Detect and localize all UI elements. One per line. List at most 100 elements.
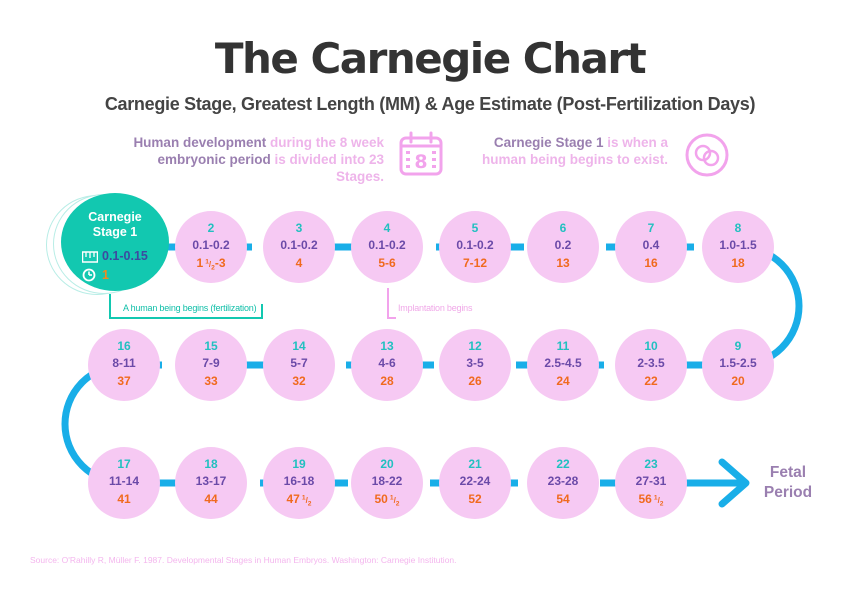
stage-age: 16 (615, 256, 687, 270)
stage-number: 4 (383, 221, 391, 235)
stage-22-circle: 22 23-28 54 (527, 447, 599, 519)
age-fraction-top: 1 (389, 494, 394, 502)
stage-number: 16 (117, 339, 131, 353)
stage-length: 8-11 (112, 356, 136, 370)
stage-length: 0.1-0.2 (192, 238, 230, 252)
stage-length: 22-24 (459, 474, 491, 488)
stage-age: 44 (175, 492, 247, 506)
stage-age-value: 7-12 (462, 256, 488, 270)
clock-icon (82, 268, 96, 287)
stage-21-circle: 21 22-24 52 (439, 447, 511, 519)
fetal-period-label: Fetal Period (760, 463, 816, 503)
stage-length: 5-7 (290, 356, 308, 370)
stage-length: 23-28 (547, 474, 579, 488)
stage-age-value: 18 (731, 256, 745, 270)
intro-right-light-2: human being begins to exist. (481, 152, 668, 167)
stage-number: 9 (734, 339, 742, 353)
stage-age: 7-12 (439, 256, 511, 270)
age-fraction-top: 1 (653, 494, 658, 502)
stage-age-value: 44 (204, 492, 218, 506)
intro-embryonic-period: Human development during the 8 week embr… (112, 134, 384, 185)
stage-number: 21 (468, 457, 482, 471)
stage-length: 11-14 (108, 474, 140, 488)
stage-age-value: 37 (117, 374, 131, 388)
stage-length: 0.4 (642, 238, 660, 252)
stage-length: 3-5 (466, 356, 484, 370)
stage-10-circle: 10 2-3.5 22 (615, 329, 687, 401)
intro-left-strong-2: embryonic period (157, 152, 271, 167)
stage-8-circle: 8 1.0-1.5 18 (702, 211, 774, 283)
stage-age: 52 (439, 492, 511, 506)
stage-length: 2.5-4.5 (544, 356, 582, 370)
stage-age-value: 32 (292, 374, 306, 388)
stage1-age: 1 (102, 268, 109, 282)
stage-length: 1.0-1.5 (719, 238, 757, 252)
age-fraction-bottom: 2 (307, 500, 312, 508)
stage-age-value: 33 (204, 374, 218, 388)
stage-12-circle: 12 3-5 26 (439, 329, 511, 401)
stage-age: 4 (263, 256, 335, 270)
stage-14-circle: 14 5-7 32 (263, 329, 335, 401)
stage-length: 4-6 (378, 356, 396, 370)
stage-number: 3 (295, 221, 303, 235)
callout-implantation: Implantation begins (398, 303, 473, 313)
stage-length: 0.1-0.2 (368, 238, 406, 252)
stage-age: 13 (527, 256, 599, 270)
stage-age-value: 22 (644, 374, 658, 388)
fetal-line1: Fetal (769, 464, 807, 481)
stage-age-value: 4 (295, 256, 303, 270)
stage-length: 7-9 (202, 356, 220, 370)
stage-age: 37 (88, 374, 160, 388)
stage-number: 7 (647, 221, 655, 235)
stage-15-circle: 15 7-9 33 (175, 329, 247, 401)
age-fraction-bottom: 2 (211, 264, 215, 272)
page-subtitle: Carnegie Stage, Greatest Length (MM) & A… (104, 94, 756, 114)
stage-age: 22 (615, 374, 687, 388)
stage1-title-line1: Carnegie (88, 210, 142, 224)
stage-4-circle: 4 0.1-0.2 5-6 (351, 211, 423, 283)
stage-number: 18 (204, 457, 218, 471)
stage-age: 47 1/2 (286, 492, 312, 508)
stage-age: 32 (263, 374, 335, 388)
stage-age-value: 16 (644, 256, 658, 270)
stage-number: 5 (471, 221, 479, 235)
stage1-title-line2: Stage 1 (92, 225, 138, 239)
stage-number: 10 (644, 339, 658, 353)
stage-age: 26 (439, 374, 511, 388)
intro-left-light-1: during the 8 week (266, 135, 384, 150)
stage-age-value: 50 (374, 492, 388, 506)
stage1-title: Carnegie Stage 1 (61, 210, 169, 240)
source-citation: Source: O'Rahilly R, Müller F. 1987. Dev… (30, 555, 457, 565)
calendar-digit: 8 (414, 151, 427, 173)
stage-age: 1 1/2-3 (196, 256, 226, 272)
stage-age-value: 20 (731, 374, 745, 388)
stage-age: 56 1/2 (638, 492, 664, 508)
stage-length: 27-31 (635, 474, 667, 488)
stage-20-circle: 20 18-22 50 1/2 (351, 447, 423, 519)
stage-age: 5-6 (351, 256, 423, 270)
callout-fertilization: A human being begins (fertilization) (123, 303, 257, 313)
stage-age: 54 (527, 492, 599, 506)
intro-left-strong-1: Human development (133, 135, 267, 150)
stage-7-circle: 7 0.4 16 (615, 211, 687, 283)
stage-9-circle: 9 1.5-2.5 20 (702, 329, 774, 401)
stage-13-circle: 13 4-6 28 (351, 329, 423, 401)
stage-age: 24 (527, 374, 599, 388)
stage-5-circle: 5 0.1-0.2 7-12 (439, 211, 511, 283)
stage-age-value: 52 (468, 492, 482, 506)
stage-number: 12 (468, 339, 482, 353)
age-fraction-bottom: 2 (659, 500, 664, 508)
age-fraction-top: 1 (301, 494, 306, 502)
intro-stage-one: Carnegie Stage 1 is when a human being b… (470, 134, 668, 168)
stage-age: 28 (351, 374, 423, 388)
stage-number: 23 (644, 457, 658, 471)
stage-length: 2-3.5 (637, 356, 665, 370)
stage-age-value: 26 (468, 374, 482, 388)
stage-6-circle: 6 0.2 13 (527, 211, 599, 283)
stage-length: 1.5-2.5 (719, 356, 757, 370)
fetal-line2: Period (763, 484, 813, 501)
stage-17-circle: 17 11-14 41 (88, 447, 160, 519)
stage-number: 2 (207, 221, 215, 235)
intro-left-light-2: is divided into 23 Stages. (270, 152, 384, 184)
stage-age-value: 24 (556, 374, 570, 388)
